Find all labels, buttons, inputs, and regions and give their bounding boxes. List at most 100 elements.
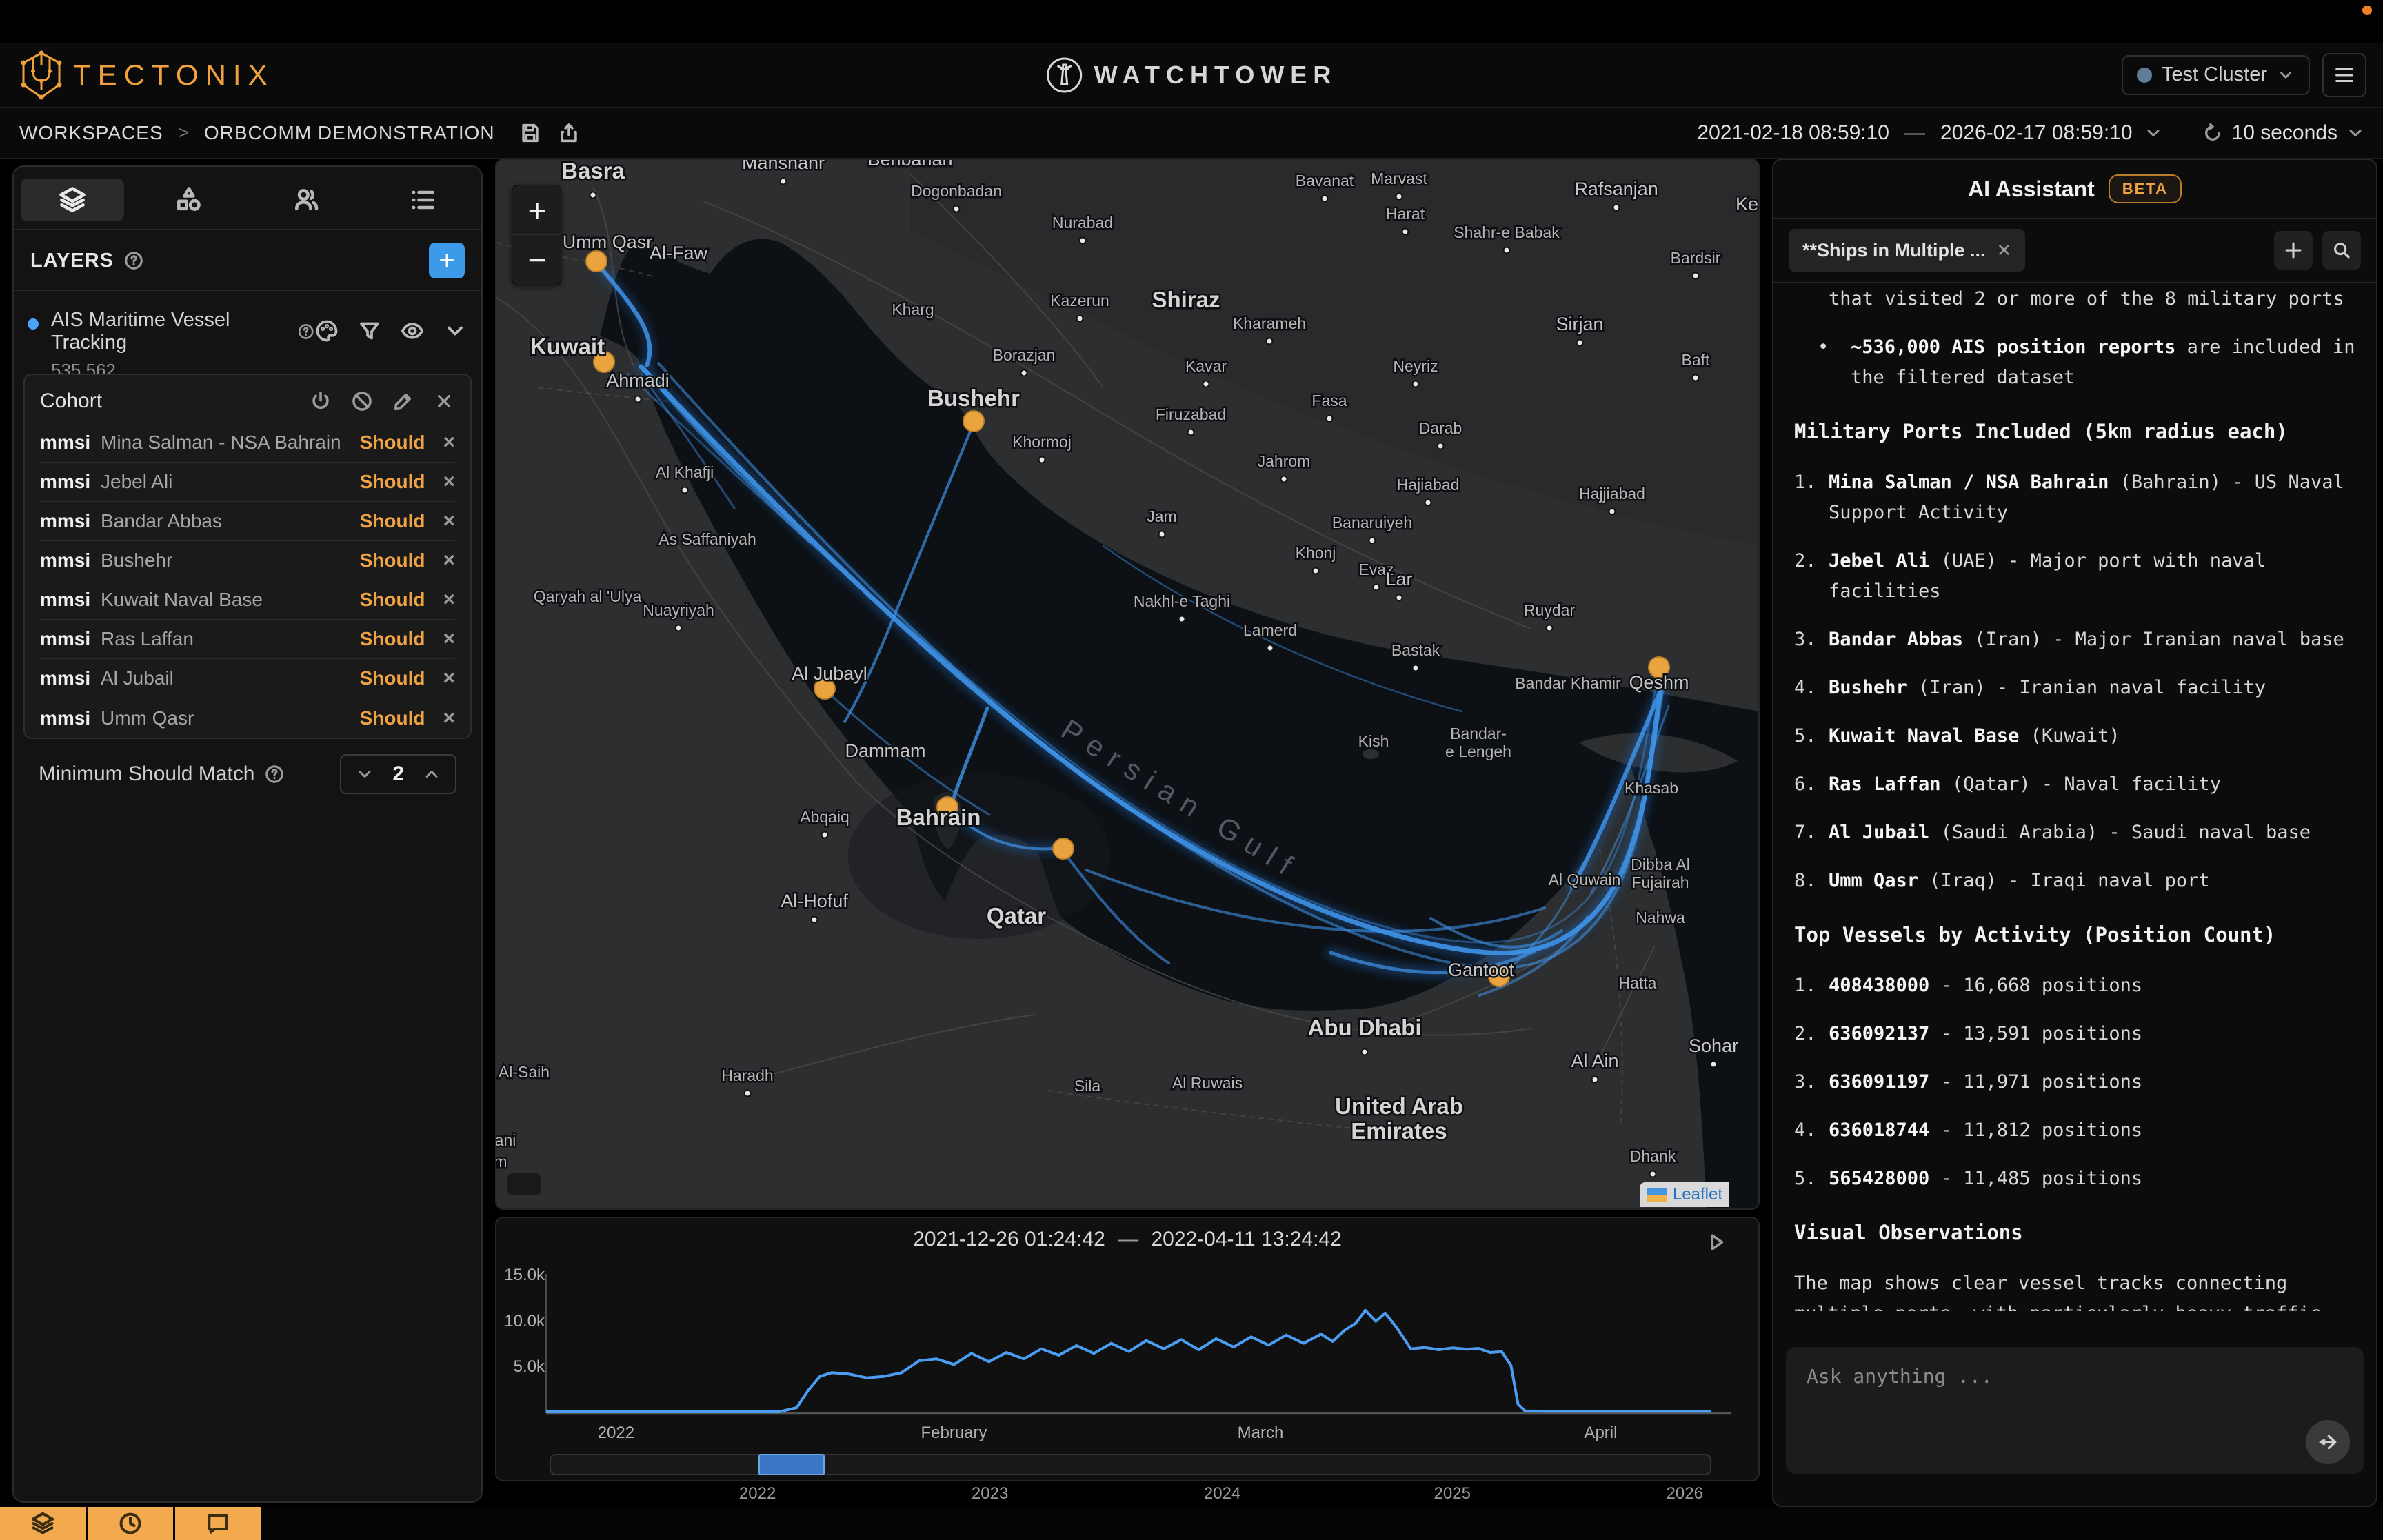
- list-icon: [412, 190, 435, 210]
- cohort-clause[interactable]: Should: [359, 589, 425, 610]
- close-icon[interactable]: [433, 390, 455, 412]
- disable-icon[interactable]: [350, 389, 374, 413]
- power-icon[interactable]: [309, 389, 332, 413]
- range-end[interactable]: 2026-02-17 08:59:10: [1940, 121, 2133, 144]
- cohort-label: Bushehr: [101, 549, 173, 571]
- bottom-tab-time[interactable]: [88, 1507, 173, 1540]
- port-marker[interactable]: [593, 351, 615, 373]
- min-should-match-stepper[interactable]: 2: [340, 754, 456, 794]
- map-place-label: Jam: [1147, 507, 1176, 525]
- help-icon[interactable]: [264, 764, 285, 784]
- chevron-down-icon[interactable]: [443, 318, 467, 343]
- vessel-track: [639, 364, 1665, 956]
- remove-cohort-row-button[interactable]: ×: [443, 470, 455, 493]
- breadcrumb-workspaces[interactable]: WORKSPACES: [19, 121, 163, 143]
- remove-cohort-row-button[interactable]: ×: [443, 706, 455, 729]
- layer-item-ais[interactable]: AIS Maritime Vessel Tracking 535,562: [14, 295, 481, 381]
- new-conversation-button[interactable]: [2274, 231, 2313, 270]
- ai-conversation-tab[interactable]: **Ships in Multiple ... ✕: [1789, 229, 2026, 272]
- add-layer-button[interactable]: +: [429, 243, 465, 278]
- port-marker[interactable]: [1488, 965, 1510, 987]
- tab-geometries[interactable]: [137, 179, 241, 221]
- bottom-tab-chat[interactable]: [175, 1507, 261, 1540]
- help-icon[interactable]: [297, 322, 314, 341]
- cohort-row[interactable]: mmsi Bushehr Should ×: [40, 541, 455, 580]
- cohort-clause[interactable]: Should: [359, 667, 425, 689]
- cluster-selector[interactable]: Test Cluster: [2121, 54, 2310, 95]
- y-tick: 10.0k: [504, 1311, 545, 1330]
- layer-color-dot[interactable]: [28, 318, 39, 330]
- port-marker[interactable]: [814, 678, 836, 700]
- search-conversations-button[interactable]: [2322, 231, 2361, 270]
- cohort-label: Jebel Ali: [101, 471, 173, 492]
- cohort-row[interactable]: mmsi Ras Laffan Should ×: [40, 620, 455, 659]
- cohort-clause[interactable]: Should: [359, 549, 425, 571]
- bottom-tab-layers[interactable]: [0, 1507, 86, 1540]
- port-marker[interactable]: [963, 410, 985, 432]
- map-place-label: Bardsir: [1671, 249, 1721, 267]
- cohort-row[interactable]: mmsi Mina Salman - NSA Bahrain Should ×: [40, 423, 455, 463]
- cohort-clause[interactable]: Should: [359, 707, 425, 729]
- ai-input-field[interactable]: [1786, 1347, 2364, 1474]
- remove-cohort-row-button[interactable]: ×: [443, 627, 455, 650]
- ai-text-block: 6. Ras Laffan (Qatar) - Naval facility: [1794, 773, 2221, 795]
- remove-cohort-row-button[interactable]: ×: [443, 509, 455, 532]
- close-icon[interactable]: ✕: [1996, 239, 2012, 261]
- visibility-icon[interactable]: [400, 318, 425, 343]
- port-marker[interactable]: [1052, 838, 1074, 860]
- refresh-interval[interactable]: 10 seconds: [2202, 121, 2365, 145]
- port-marker[interactable]: [585, 250, 607, 272]
- cohort-row[interactable]: mmsi Jebel Ali Should ×: [40, 463, 455, 502]
- help-icon[interactable]: [123, 250, 144, 271]
- map-view[interactable]: Basra Mahshahr Behbahan Dogonbadan Nurabad Ba…: [495, 159, 1760, 1210]
- filter-icon[interactable]: [357, 318, 382, 343]
- map-attribution[interactable]: Leaflet: [1639, 1182, 1729, 1207]
- cohort-row[interactable]: mmsi Bandar Abbas Should ×: [40, 502, 455, 541]
- palette-icon[interactable]: [314, 318, 339, 343]
- tab-cohorts[interactable]: [254, 179, 358, 221]
- chevron-down-icon[interactable]: [2144, 123, 2163, 143]
- save-icon[interactable]: [519, 121, 542, 145]
- remove-cohort-row-button[interactable]: ×: [443, 549, 455, 571]
- map-canvas[interactable]: Basra Mahshahr Behbahan Dogonbadan Nurabad Ba…: [496, 160, 1760, 1210]
- layers-title: LAYERS: [30, 249, 114, 272]
- zoom-in-button[interactable]: +: [512, 185, 562, 235]
- hamburger-menu-button[interactable]: [2322, 52, 2366, 97]
- cohort-row[interactable]: mmsi Al Jubail Should ×: [40, 659, 455, 698]
- cohort-row[interactable]: mmsi Umm Qasr Should ×: [40, 698, 455, 738]
- map-place-label: Dammam: [845, 740, 925, 761]
- cohort-clause[interactable]: Should: [359, 628, 425, 649]
- share-icon[interactable]: [557, 121, 581, 145]
- zoom-out-button[interactable]: −: [527, 242, 547, 278]
- map-place-label: Al-Hofuf: [781, 891, 848, 911]
- play-button[interactable]: [1705, 1230, 1728, 1254]
- timeline-chart[interactable]: [496, 1270, 1761, 1428]
- scrubber-selection[interactable]: [758, 1454, 825, 1475]
- attribution-label[interactable]: Leaflet: [1672, 1185, 1722, 1204]
- cohort-row[interactable]: mmsi Kuwait Naval Base Should ×: [40, 580, 455, 620]
- vessel-track: [1498, 884, 1575, 978]
- remove-cohort-row-button[interactable]: ×: [443, 588, 455, 611]
- remove-cohort-row-button[interactable]: ×: [443, 431, 455, 454]
- ai-message-content[interactable]: that visited 2 or more of the 8 military…: [1794, 284, 2358, 1311]
- port-marker[interactable]: [1648, 656, 1670, 678]
- remove-cohort-row-button[interactable]: ×: [443, 667, 455, 689]
- tab-legend[interactable]: [371, 179, 474, 221]
- cohort-clause[interactable]: Should: [359, 432, 425, 453]
- map-scale-control[interactable]: [507, 1173, 541, 1196]
- tectonix-logo[interactable]: TECTONIX: [19, 50, 274, 100]
- send-button[interactable]: [2306, 1420, 2350, 1464]
- port-marker[interactable]: [936, 796, 958, 818]
- range-start[interactable]: 2021-02-18 08:59:10: [1697, 121, 1889, 144]
- map-place-label: Ker: [1736, 194, 1760, 214]
- decrement-icon[interactable]: [355, 764, 374, 784]
- ai-text-block: 5. Kuwait Naval Base (Kuwait): [1794, 725, 2120, 747]
- cohort-clause[interactable]: Should: [359, 510, 425, 531]
- tab-layers[interactable]: [20, 179, 124, 221]
- cohort-clause[interactable]: Should: [359, 471, 425, 492]
- min-should-match-label: Minimum Should Match: [39, 762, 255, 785]
- increment-icon[interactable]: [422, 764, 441, 784]
- timeline-scrubber[interactable]: [550, 1454, 1711, 1475]
- ai-text-block: 5. 565428000 - 11,485 positions: [1794, 1168, 2143, 1189]
- edit-icon[interactable]: [392, 389, 415, 413]
